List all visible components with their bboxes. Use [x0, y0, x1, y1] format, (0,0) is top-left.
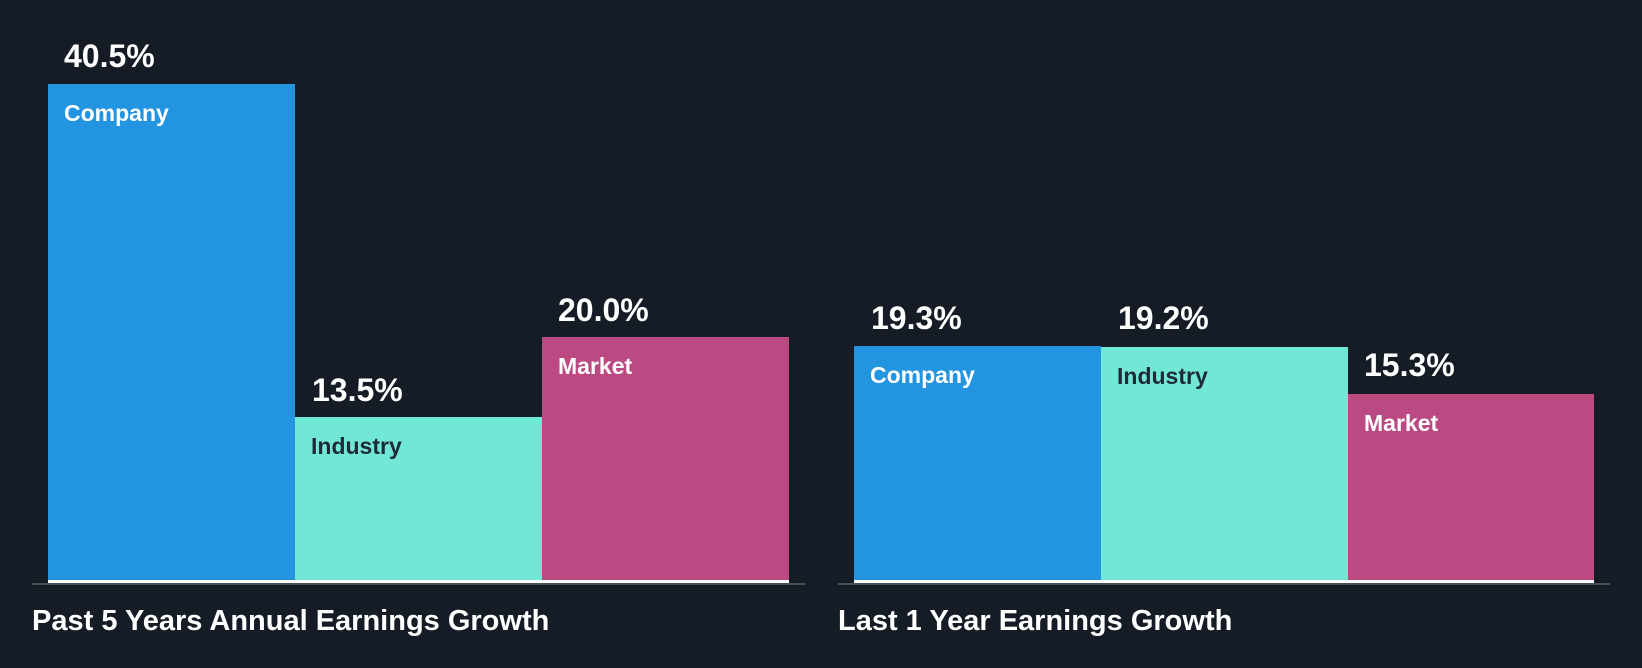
bar-industry: Industry [1101, 347, 1348, 583]
value-label-industry: 13.5% [312, 372, 403, 408]
value-label-company: 19.3% [871, 300, 962, 336]
value-label-market: 20.0% [558, 292, 649, 328]
bar-market: Market [1348, 394, 1594, 583]
x-axis-line [32, 583, 805, 585]
bar-label-company: Company [870, 362, 975, 388]
x-axis-line [838, 583, 1610, 585]
bar-label-market: Market [558, 353, 633, 379]
bar-label-market: Market [1364, 410, 1439, 436]
chart-past-5-years: Company Industry Market 40.5% 13.5% 20.0… [32, 38, 805, 637]
value-label-industry: 19.2% [1118, 300, 1209, 336]
chart-title: Past 5 Years Annual Earnings Growth [32, 605, 550, 637]
bar-label-industry: Industry [311, 433, 402, 459]
bar-label-company: Company [64, 100, 169, 126]
chart-last-1-year: Company Industry Market 19.3% 19.2% 15.3… [821, 0, 1642, 668]
bar-market: Market [542, 337, 789, 583]
bar-company: Company [48, 84, 295, 583]
value-label-market: 15.3% [1364, 347, 1455, 383]
bar-company: Company [854, 346, 1101, 583]
bar-label-industry: Industry [1117, 363, 1208, 389]
chart-title: Last 1 Year Earnings Growth [838, 605, 1233, 637]
value-label-company: 40.5% [64, 38, 155, 74]
bar-industry: Industry [295, 417, 542, 583]
